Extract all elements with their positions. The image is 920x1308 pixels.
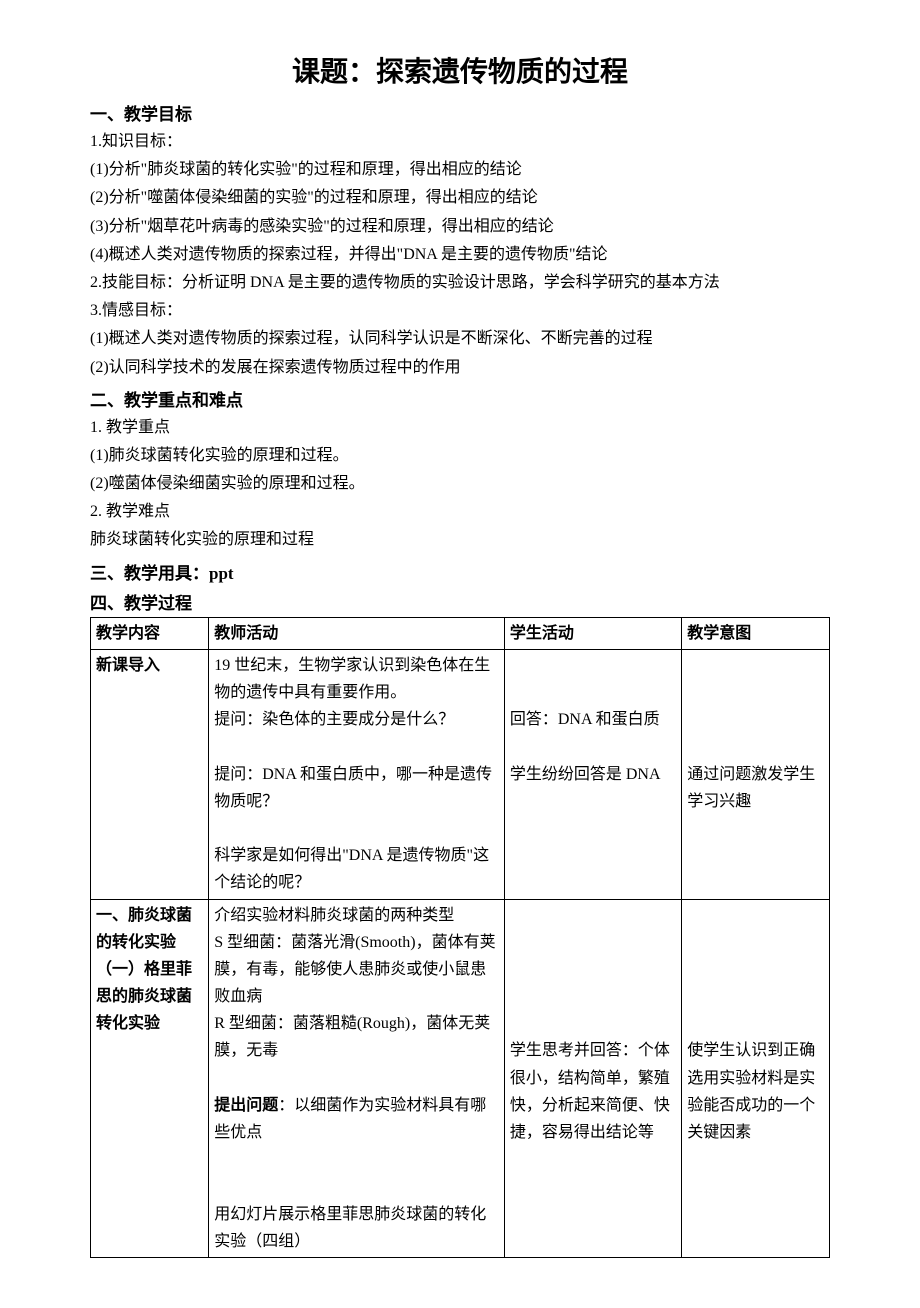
text-line: 1.知识目标：	[90, 128, 830, 155]
text-line: 肺炎球菌转化实验的原理和过程	[90, 526, 830, 553]
cell-text: 使学生认识到正确选用实验材料是实验能否成功的一个关键因素	[687, 1037, 824, 1146]
text-line: 2.技能目标：分析证明 DNA 是主要的遗传物质的实验设计思路，学会科学研究的基…	[90, 269, 830, 296]
table-header: 教学内容	[91, 617, 209, 649]
cell-text: 一、肺炎球菌的转化实验	[96, 902, 203, 956]
table-cell: 回答：DNA 和蛋白质 学生纷纷回答是 DNA	[504, 649, 681, 899]
table-header: 教师活动	[209, 617, 505, 649]
cell-text: 提出问题：以细菌作为实验材料具有哪些优点	[214, 1092, 499, 1146]
text-line: 3.情感目标：	[90, 297, 830, 324]
cell-text: S 型细菌：菌落光滑(Smooth)，菌体有荚膜，有毒，能够使人患肺炎或使小鼠患…	[214, 929, 499, 1011]
text-line: 1. 教学重点	[90, 414, 830, 441]
text-line: (2)分析"噬菌体侵染细菌的实验"的过程和原理，得出相应的结论	[90, 184, 830, 211]
table-header-row: 教学内容 教师活动 学生活动 教学意图	[91, 617, 830, 649]
cell-text: 学生纷纷回答是 DNA	[510, 761, 676, 788]
cell-text: R 型细菌：菌落粗糙(Rough)，菌体无荚膜，无毒	[214, 1010, 499, 1064]
section1-header: 一、教学目标	[90, 100, 830, 125]
text-line: (1)概述人类对遗传物质的探索过程，认同科学认识是不断深化、不断完善的过程	[90, 325, 830, 352]
table-cell: 通过问题激发学生学习兴趣	[682, 649, 830, 899]
table-cell: 19 世纪末，生物学家认识到染色体在生物的遗传中具有重要作用。 提问：染色体的主…	[209, 649, 505, 899]
section3-header: 三、教学用具：ppt	[90, 559, 830, 584]
table-header: 学生活动	[504, 617, 681, 649]
table-cell: 学生思考并回答：个体很小，结构简单，繁殖快，分析起来简便、快捷，容易得出结论等	[504, 899, 681, 1257]
cell-bold-text: 提出问题	[214, 1097, 278, 1114]
table-row: 一、肺炎球菌的转化实验 （一）格里菲思的肺炎球菌转化实验 介绍实验材料肺炎球菌的…	[91, 899, 830, 1257]
table-header: 教学意图	[682, 617, 830, 649]
cell-text: 19 世纪末，生物学家认识到染色体在生物的遗传中具有重要作用。	[214, 652, 499, 706]
text-line: 2. 教学难点	[90, 498, 830, 525]
cell-text: 介绍实验材料肺炎球菌的两种类型	[214, 902, 499, 929]
text-line: (1)分析"肺炎球菌的转化实验"的过程和原理，得出相应的结论	[90, 156, 830, 183]
section4-header: 四、教学过程	[90, 589, 830, 614]
table-cell: 一、肺炎球菌的转化实验 （一）格里菲思的肺炎球菌转化实验	[91, 899, 209, 1257]
cell-text: 提问：染色体的主要成分是什么？	[214, 706, 499, 733]
page-title: 课题：探索遗传物质的过程	[90, 50, 830, 90]
text-line: (2)噬菌体侵染细菌实验的原理和过程。	[90, 470, 830, 497]
table-cell: 介绍实验材料肺炎球菌的两种类型 S 型细菌：菌落光滑(Smooth)，菌体有荚膜…	[209, 899, 505, 1257]
text-line: (3)分析"烟草花叶病毒的感染实验"的过程和原理，得出相应的结论	[90, 213, 830, 240]
table-cell: 使学生认识到正确选用实验材料是实验能否成功的一个关键因素	[682, 899, 830, 1257]
cell-text: 科学家是如何得出"DNA 是遗传物质"这个结论的呢？	[214, 842, 499, 896]
lesson-plan-table: 教学内容 教师活动 学生活动 教学意图 新课导入 19 世纪末，生物学家认识到染…	[90, 617, 830, 1258]
text-line: (1)肺炎球菌转化实验的原理和过程。	[90, 442, 830, 469]
cell-text: 回答：DNA 和蛋白质	[510, 706, 676, 733]
cell-text: 提问：DNA 和蛋白质中，哪一种是遗传物质呢？	[214, 761, 499, 815]
text-line: (4)概述人类对遗传物质的探索过程，并得出"DNA 是主要的遗传物质"结论	[90, 241, 830, 268]
cell-text: 用幻灯片展示格里菲思肺炎球菌的转化实验（四组）	[214, 1201, 499, 1255]
section2-header: 二、教学重点和难点	[90, 386, 830, 411]
table-cell: 新课导入	[91, 649, 209, 899]
cell-text: 学生思考并回答：个体很小，结构简单，繁殖快，分析起来简便、快捷，容易得出结论等	[510, 1037, 676, 1146]
table-row: 新课导入 19 世纪末，生物学家认识到染色体在生物的遗传中具有重要作用。 提问：…	[91, 649, 830, 899]
cell-text: 通过问题激发学生学习兴趣	[687, 761, 824, 815]
text-line: (2)认同科学技术的发展在探索遗传物质过程中的作用	[90, 354, 830, 381]
cell-text: （一）格里菲思的肺炎球菌转化实验	[96, 956, 203, 1038]
